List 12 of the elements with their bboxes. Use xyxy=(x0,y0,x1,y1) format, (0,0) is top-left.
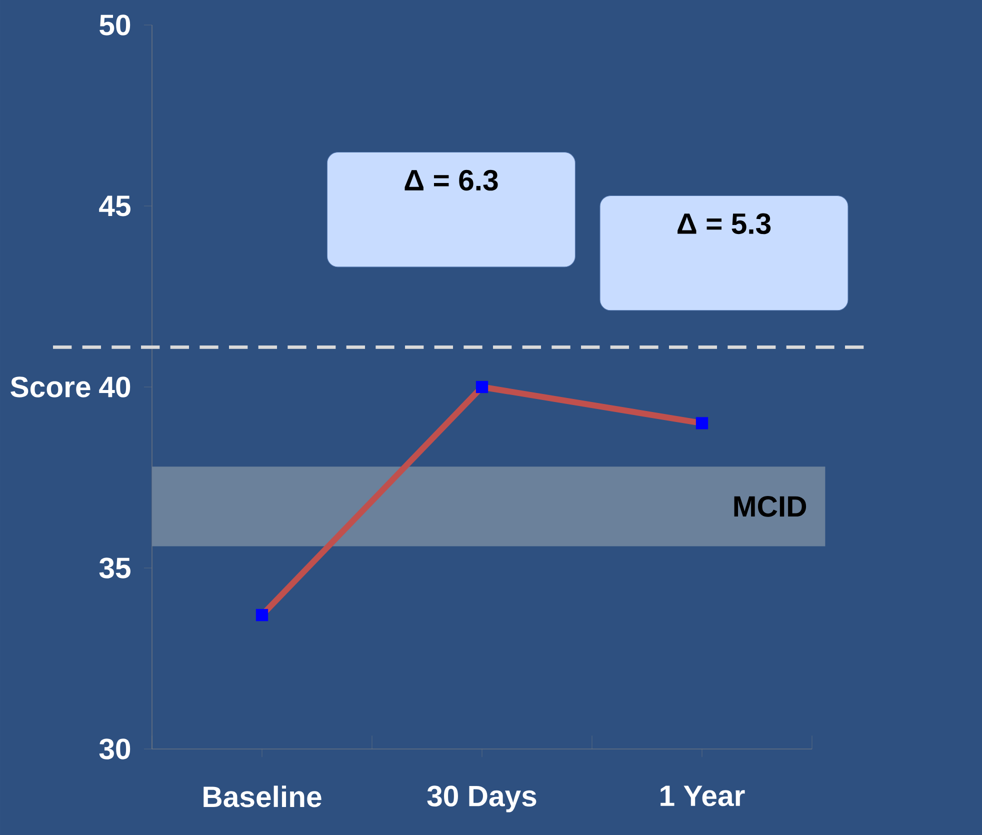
x-tick-label: Baseline xyxy=(204,786,322,808)
y-tick-label: 45 xyxy=(99,196,130,216)
y-tick-label: 35 xyxy=(99,558,130,578)
annotation: Δ = 5.3 xyxy=(678,213,771,234)
x-tick-label: 1 Year xyxy=(660,786,745,806)
y-tick-label: 50 xyxy=(100,14,130,36)
x-tick-label: 30 Days xyxy=(427,786,536,812)
band-label: MCID xyxy=(734,496,806,517)
y-axis-title: Score xyxy=(10,376,90,398)
annotation: Δ = 6.3 xyxy=(404,170,498,191)
y-tick-label: 30 xyxy=(99,738,130,760)
y-tick-label: 40 xyxy=(99,376,130,398)
